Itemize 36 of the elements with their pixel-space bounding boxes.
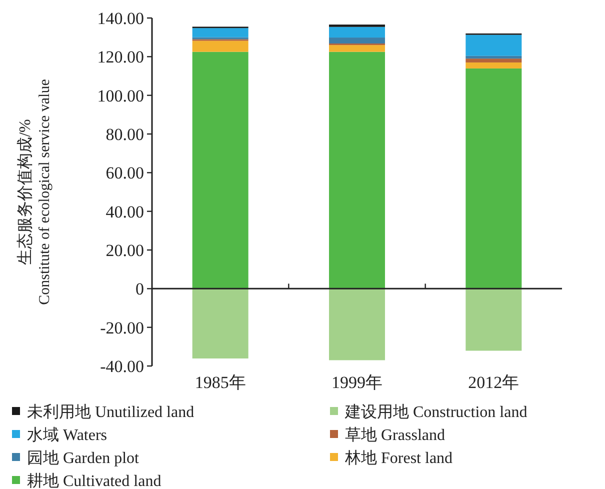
bar	[192, 40, 248, 52]
bar	[329, 38, 385, 44]
legend-label: 未利用地 Unutilized land	[27, 403, 194, 421]
bar	[192, 28, 248, 38]
legend-label: 林地 Forest land	[344, 449, 453, 467]
x-tick-label: 1999年	[332, 373, 382, 392]
legend-label: 水域 Waters	[27, 426, 108, 444]
legend-label: 建设用地 Construction land	[344, 403, 528, 421]
bar	[466, 62, 522, 68]
legend-label: 园地 Garden plot	[27, 449, 140, 467]
bar	[329, 26, 385, 38]
legend-label: 耕地 Cultivated land	[27, 472, 162, 489]
y-tick-label: 80.00	[106, 125, 144, 144]
y-tick-label: 20.00	[106, 241, 144, 260]
y-tick-label: 140.00	[97, 9, 144, 28]
bar	[192, 52, 248, 289]
y-tick-label: 120.00	[97, 48, 144, 67]
bar	[466, 288, 522, 351]
y-tick-label: 100.00	[97, 86, 144, 106]
y-tick-label: 60.00	[106, 164, 144, 183]
y-axis-title: 生态服务价值构成/% Constitute of ecological service value	[16, 78, 53, 305]
bar	[466, 58, 522, 62]
bar	[466, 56, 522, 59]
legend-label: 草地 Grassland	[345, 426, 445, 444]
bar	[466, 68, 522, 289]
y-tick-label: 0	[136, 280, 144, 299]
x-tick-label: 1985年	[194, 373, 246, 392]
bar	[329, 52, 385, 289]
bar	[329, 288, 385, 360]
x-tick-label: 2012年	[468, 373, 520, 392]
bar	[466, 34, 522, 56]
y-tick-label: -20.00	[100, 318, 144, 338]
bar	[329, 45, 385, 52]
y-tick-label: 40.00	[106, 202, 144, 222]
bar	[192, 288, 248, 358]
y-tick-label: -40.00	[100, 357, 144, 376]
